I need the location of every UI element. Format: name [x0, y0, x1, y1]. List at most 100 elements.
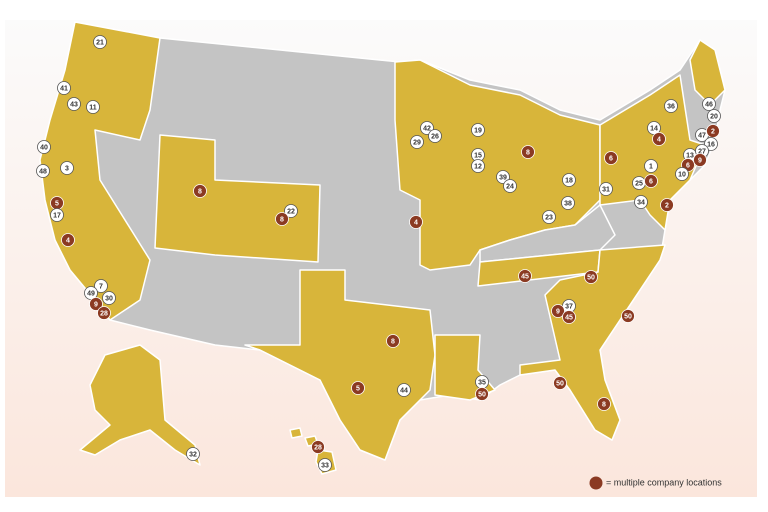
location-marker: 46: [702, 97, 716, 111]
location-marker: 32: [186, 447, 200, 461]
location-marker: 5: [50, 196, 64, 210]
marker-circle: [542, 210, 556, 224]
marker-label: 17: [53, 212, 61, 219]
marker-label: 27: [698, 148, 706, 155]
location-marker: 30: [102, 291, 116, 305]
marker-label: 11: [89, 104, 97, 111]
location-marker: 50: [621, 309, 635, 323]
marker-circle: [94, 279, 108, 293]
marker-circle: [86, 100, 100, 114]
marker-circle: [284, 204, 298, 218]
marker-label: 26: [431, 133, 439, 140]
marker-label: 50: [478, 391, 486, 398]
marker-label: 18: [565, 177, 573, 184]
marker-label: 30: [105, 295, 113, 302]
marker-label: 22: [287, 208, 295, 215]
marker-label: 10: [678, 171, 686, 178]
marker-label: 50: [587, 274, 595, 281]
marker-circle: [410, 135, 424, 149]
location-marker: 50: [475, 387, 489, 401]
location-marker: 6: [644, 174, 658, 188]
location-marker: 26: [428, 129, 442, 143]
marker-label: 39: [499, 174, 507, 181]
marker-circle: [475, 387, 489, 401]
southeast: [519, 244, 666, 441]
location-marker: 45: [518, 269, 532, 283]
marker-circle: [621, 309, 635, 323]
marker-circle: [36, 164, 50, 178]
marker-circle: [93, 35, 107, 49]
marker-label: 32: [189, 451, 197, 458]
marker-label: 14: [650, 125, 658, 132]
marker-circle: [386, 334, 400, 348]
marker-circle: [102, 291, 116, 305]
marker-circle: [37, 140, 51, 154]
marker-circle: [503, 179, 517, 193]
marker-circle: [521, 145, 535, 159]
marker-label: 1: [649, 163, 653, 170]
location-marker: 50: [584, 270, 598, 284]
marker-label: 8: [602, 401, 606, 408]
marker-label: 6: [686, 162, 690, 169]
marker-label: 12: [474, 163, 482, 170]
marker-label: 8: [280, 216, 284, 223]
marker-circle: [604, 151, 618, 165]
marker-label: 50: [556, 380, 564, 387]
marker-label: 40: [40, 144, 48, 151]
location-marker: 48: [36, 164, 50, 178]
marker-label: 46: [705, 101, 713, 108]
marker-label: 45: [521, 273, 529, 280]
marker-label: 48: [39, 168, 47, 175]
marker-circle: [561, 196, 575, 210]
location-marker: 8: [275, 212, 289, 226]
location-marker: 4: [652, 132, 666, 146]
marker-label: 45: [565, 314, 573, 321]
marker-circle: [409, 215, 423, 229]
marker-circle: [275, 212, 289, 226]
marker-circle: [471, 159, 485, 173]
location-marker: 9: [693, 153, 707, 167]
marker-circle: [186, 447, 200, 461]
marker-label: 38: [564, 200, 572, 207]
marker-label: 9: [698, 157, 702, 164]
location-marker: 12: [471, 159, 485, 173]
marker-label: 8: [198, 188, 202, 195]
marker-label: 23: [545, 214, 553, 221]
marker-circle: [652, 132, 666, 146]
location-marker: 28: [311, 440, 325, 454]
marker-circle: [60, 161, 74, 175]
location-marker: 31: [599, 182, 613, 196]
marker-circle: [551, 304, 565, 318]
marker-label: 15: [474, 152, 482, 159]
marker-label: 2: [711, 128, 715, 135]
location-marker: 19: [471, 123, 485, 137]
marker-circle: [193, 184, 207, 198]
marker-circle: [562, 173, 576, 187]
marker-circle: [89, 297, 103, 311]
marker-circle: [471, 123, 485, 137]
marker-label: 31: [602, 186, 610, 193]
marker-circle: [693, 153, 707, 167]
location-marker: 38: [561, 196, 575, 210]
marker-label: 43: [70, 101, 78, 108]
location-marker: 1: [644, 159, 658, 173]
location-marker: 4: [409, 215, 423, 229]
marker-circle: [311, 440, 325, 454]
marker-label: 4: [414, 219, 418, 226]
marker-label: 20: [710, 113, 718, 120]
location-marker: 36: [664, 99, 678, 113]
marker-label: 5: [356, 385, 360, 392]
location-marker: 8: [193, 184, 207, 198]
marker-label: 47: [698, 132, 706, 139]
marker-circle: [67, 97, 81, 111]
location-marker: 28: [97, 306, 111, 320]
location-marker: 45: [562, 310, 576, 324]
location-marker: 35: [475, 375, 489, 389]
marker-label: 37: [565, 303, 573, 310]
location-marker: 10: [675, 167, 689, 181]
legend-dot: [589, 476, 603, 490]
marker-circle: [518, 269, 532, 283]
marker-label: 4: [657, 136, 661, 143]
